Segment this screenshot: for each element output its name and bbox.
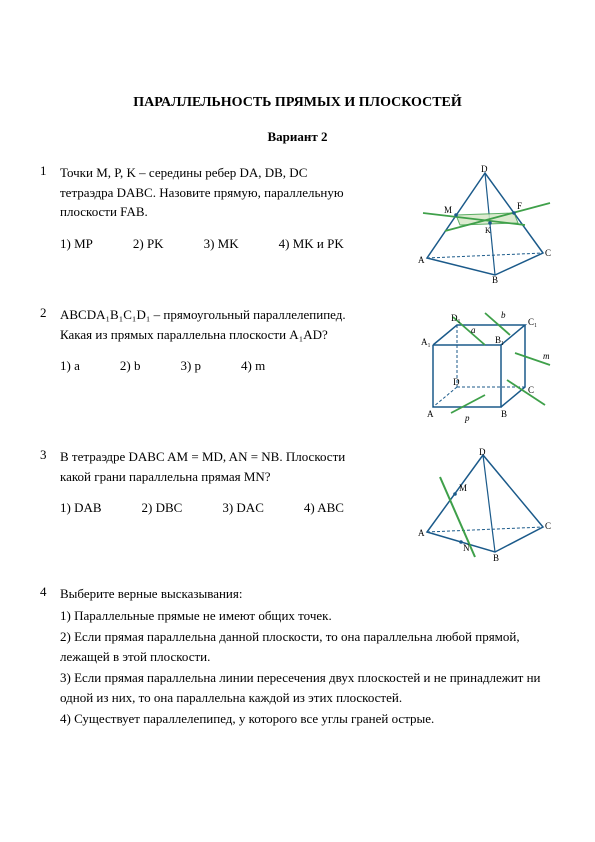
- svg-text:A₁: A₁: [421, 337, 431, 347]
- page-title: ПАРАЛЛЕЛЬНОСТЬ ПРЯМЫХ И ПЛОСКОСТЕЙ: [40, 95, 555, 111]
- q3-text: В тетраэдре DABC AM = MD, AN = NB. Плоск…: [60, 447, 407, 486]
- tetrahedron2-icon: D A B C M N: [415, 447, 555, 562]
- question-4: 4 Выберите верные высказывания: 1) Парал…: [40, 584, 555, 731]
- q4-body: Выберите верные высказывания: 1) Паралле…: [60, 584, 555, 731]
- q2-line2: Какая из прямых параллельна плоскости A₁…: [60, 325, 407, 345]
- svg-text:p: p: [464, 413, 470, 423]
- q4-s4: 4) Существует параллелепипед, у которого…: [60, 709, 555, 729]
- tetrahedron-icon: D A B C M K F: [415, 163, 555, 283]
- q3-number: 3: [40, 447, 60, 463]
- worksheet-page: ПАРАЛЛЕЛЬНОСТЬ ПРЯМЫХ И ПЛОСКОСТЕЙ Вариа…: [0, 0, 595, 783]
- q1-number: 1: [40, 163, 60, 179]
- q1-line1: Точки M, P, K – середины ребер DA, DB, D…: [60, 163, 407, 183]
- svg-text:A: A: [418, 528, 425, 538]
- q1-opt1: 1) MP: [60, 236, 93, 252]
- svg-text:C: C: [545, 248, 551, 258]
- svg-text:C: C: [545, 521, 551, 531]
- svg-text:b: b: [501, 310, 506, 320]
- q3-figure: D A B C M N: [415, 447, 555, 562]
- svg-text:D₁: D₁: [451, 313, 461, 323]
- svg-text:N: N: [463, 543, 470, 553]
- svg-text:M: M: [444, 205, 452, 215]
- q1-text: Точки M, P, K – середины ребер DA, DB, D…: [60, 163, 407, 222]
- q4-number: 4: [40, 584, 60, 600]
- svg-text:m: m: [543, 351, 550, 361]
- q3-opt2: 2) DBC: [142, 500, 183, 516]
- q1-line2: тетраэдра DABC. Назовите прямую, паралле…: [60, 183, 407, 203]
- svg-text:D: D: [479, 447, 486, 457]
- svg-text:C: C: [528, 385, 534, 395]
- q4-lead: Выберите верные высказывания:: [60, 584, 555, 604]
- q3-opt4: 4) ABC: [304, 500, 344, 516]
- q2-opt1: 1) a: [60, 358, 80, 374]
- q2-text: ABCDA₁B₁C₁D₁ – прямоугольный параллелепи…: [60, 305, 407, 344]
- q2-line1: ABCDA₁B₁C₁D₁ – прямоугольный параллелепи…: [60, 305, 407, 325]
- q2-figure: A B C D A₁ B₁ C₁ D₁ a b m p: [415, 305, 555, 425]
- q3-line2: какой грани параллельна прямая MN?: [60, 467, 407, 487]
- q1-figure: D A B C M K F: [415, 163, 555, 283]
- q2-opt4: 4) m: [241, 358, 265, 374]
- svg-text:D: D: [481, 164, 488, 174]
- q2-opt3: 3) p: [180, 358, 201, 374]
- svg-text:B: B: [492, 275, 498, 283]
- q3-options: 1) DAB 2) DBC 3) DAC 4) ABC: [60, 500, 407, 516]
- q4-s3: 3) Если прямая параллельна линии пересеч…: [60, 668, 555, 707]
- question-3: 3 В тетраэдре DABC AM = MD, AN = NB. Пло…: [40, 447, 555, 562]
- svg-text:D: D: [453, 377, 460, 387]
- q1-opt2: 2) PK: [133, 236, 164, 252]
- q3-body: В тетраэдре DABC AM = MD, AN = NB. Плоск…: [60, 447, 407, 516]
- q2-options: 1) a 2) b 3) p 4) m: [60, 358, 407, 374]
- svg-text:A: A: [418, 255, 425, 265]
- q1-options: 1) MP 2) PK 3) MK 4) MK и PK: [60, 236, 407, 252]
- svg-text:B: B: [493, 553, 499, 562]
- svg-text:K: K: [485, 226, 491, 235]
- q4-s1: 1) Параллельные прямые не имеют общих то…: [60, 606, 555, 626]
- q2-number: 2: [40, 305, 60, 321]
- svg-text:a: a: [471, 325, 476, 335]
- q2-body: ABCDA₁B₁C₁D₁ – прямоугольный параллелепи…: [60, 305, 407, 374]
- variant-label: Вариант 2: [40, 129, 555, 145]
- svg-text:C₁: C₁: [528, 317, 537, 327]
- q3-opt3: 3) DAC: [222, 500, 264, 516]
- parallelepiped-icon: A B C D A₁ B₁ C₁ D₁ a b m p: [415, 305, 555, 425]
- svg-text:M: M: [459, 483, 467, 493]
- svg-text:A: A: [427, 409, 434, 419]
- q1-opt4: 4) MK и PK: [279, 236, 344, 252]
- q1-opt3: 3) MK: [204, 236, 239, 252]
- question-2: 2 ABCDA₁B₁C₁D₁ – прямоугольный параллеле…: [40, 305, 555, 425]
- q4-s2: 2) Если прямая параллельна данной плоско…: [60, 627, 555, 666]
- q3-line1: В тетраэдре DABC AM = MD, AN = NB. Плоск…: [60, 447, 407, 467]
- question-1: 1 Точки M, P, K – середины ребер DA, DB,…: [40, 163, 555, 283]
- q2-opt2: 2) b: [120, 358, 141, 374]
- q3-opt1: 1) DAB: [60, 500, 102, 516]
- q1-line3: плоскости FAB.: [60, 202, 407, 222]
- svg-text:B: B: [501, 409, 507, 419]
- svg-text:F: F: [517, 201, 522, 211]
- q1-body: Точки M, P, K – середины ребер DA, DB, D…: [60, 163, 407, 252]
- svg-text:B₁: B₁: [495, 335, 504, 345]
